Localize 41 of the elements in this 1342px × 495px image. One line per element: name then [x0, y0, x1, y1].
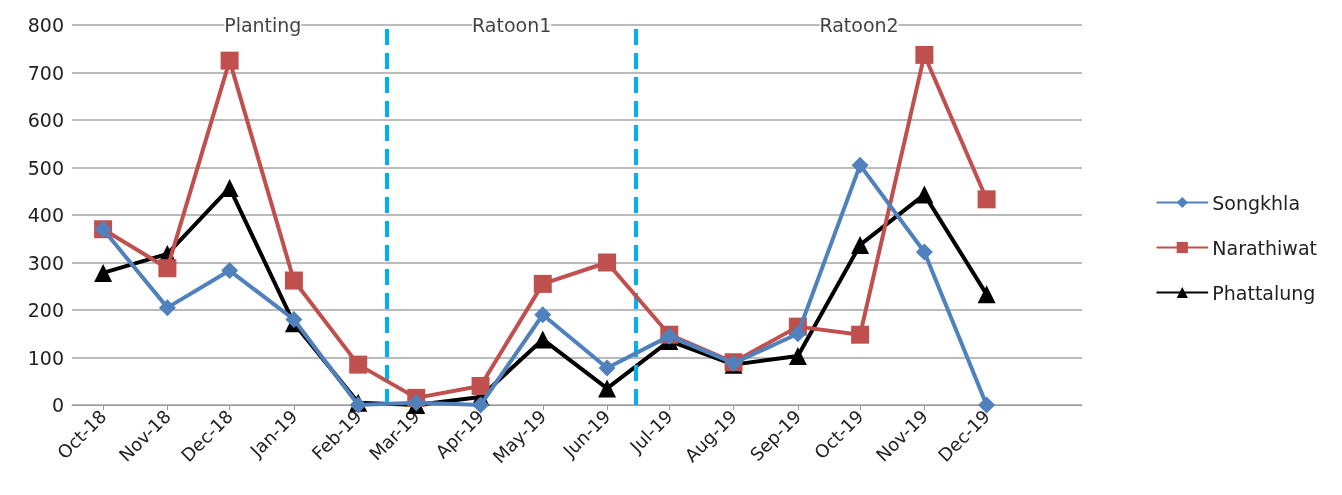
- point: [220, 51, 239, 70]
- point: [598, 253, 617, 272]
- point: [471, 377, 490, 395]
- point: [534, 306, 552, 324]
- point: [533, 274, 552, 293]
- y-tick-label: 100: [27, 346, 64, 369]
- y-tick-label: 600: [27, 109, 64, 131]
- point: [789, 325, 807, 343]
- point: [221, 262, 239, 280]
- annotation: Planting: [224, 14, 302, 36]
- point: [977, 190, 996, 209]
- point: [977, 285, 996, 304]
- point: [851, 325, 870, 344]
- y-tick-label: 800: [27, 14, 64, 36]
- point: [220, 178, 239, 197]
- y-tick-label: 0: [51, 394, 64, 416]
- y-tick-label: 400: [27, 204, 64, 226]
- point: [94, 263, 113, 282]
- point: [915, 243, 933, 261]
- annotation: Ratoon2: [819, 14, 899, 36]
- point: [851, 156, 869, 174]
- y-tick-label: 200: [27, 299, 64, 321]
- legend-label: Narathiwat: [1212, 236, 1318, 259]
- point: [349, 355, 368, 374]
- y-tick-label: 300: [27, 251, 64, 274]
- point: [158, 299, 176, 317]
- point: [284, 271, 303, 290]
- y-tick-label: 700: [27, 61, 64, 84]
- point: [915, 185, 934, 204]
- point: [851, 235, 870, 254]
- point: [915, 45, 934, 64]
- legend-label: Phattalung: [1212, 281, 1316, 304]
- point: [598, 359, 616, 377]
- legend-label: Songkhla: [1212, 191, 1301, 214]
- annotation: Ratoon1: [472, 14, 552, 36]
- point: [533, 330, 552, 349]
- y-tick-label: 500: [27, 156, 64, 179]
- point: [598, 379, 617, 398]
- point: [788, 347, 807, 366]
- point: [285, 311, 303, 328]
- point: [158, 259, 177, 278]
